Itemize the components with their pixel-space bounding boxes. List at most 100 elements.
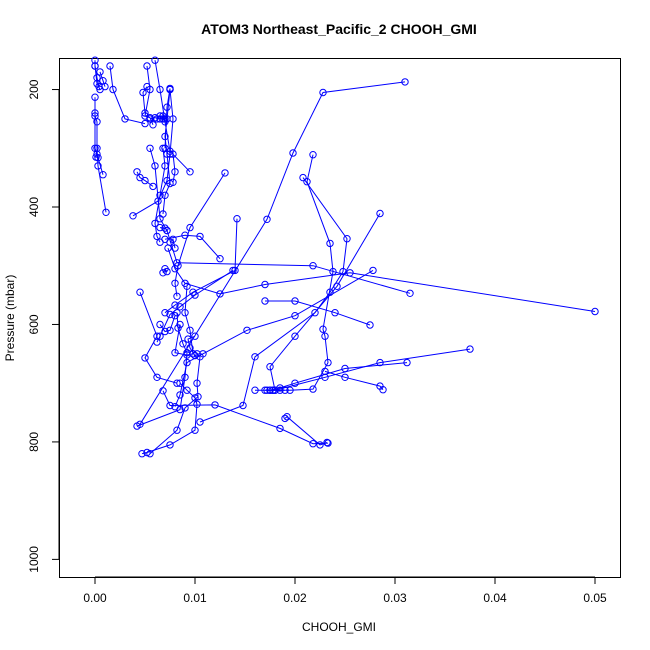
data-point xyxy=(183,358,191,367)
data-point xyxy=(251,353,259,361)
data-point xyxy=(179,340,187,348)
data-point xyxy=(193,400,201,408)
data-point xyxy=(91,109,99,117)
profile-line xyxy=(94,113,104,175)
data-point xyxy=(176,303,184,311)
profile-line xyxy=(265,300,371,326)
x-axis-label: CHOOH_GMI xyxy=(302,620,376,634)
data-point xyxy=(173,379,181,387)
data-point xyxy=(161,191,169,200)
series-layer xyxy=(91,56,599,458)
data-point xyxy=(251,386,259,394)
data-point xyxy=(136,173,144,182)
data-point xyxy=(266,363,274,371)
data-point xyxy=(401,78,409,86)
data-point xyxy=(156,85,164,94)
data-point xyxy=(171,279,179,287)
data-point xyxy=(91,144,99,153)
data-point xyxy=(102,208,110,217)
data-point xyxy=(189,350,197,358)
profile-series xyxy=(138,379,201,458)
y-tick-label: 200 xyxy=(27,79,41,99)
profile-line xyxy=(94,65,101,90)
data-point xyxy=(166,441,174,449)
data-point xyxy=(229,266,237,275)
profile-series xyxy=(159,387,332,448)
data-point xyxy=(96,68,104,76)
y-axis-label: Pressure (mbar) xyxy=(3,275,17,362)
profile-series xyxy=(139,82,151,117)
profile-line xyxy=(142,86,148,114)
data-point xyxy=(376,209,384,218)
data-point xyxy=(189,288,197,296)
data-point xyxy=(141,119,149,128)
data-point xyxy=(163,103,171,111)
data-point xyxy=(133,422,141,430)
data-point xyxy=(303,178,311,186)
data-point xyxy=(154,197,162,205)
profile-series xyxy=(251,209,384,394)
data-point xyxy=(156,223,164,232)
profile-series xyxy=(261,297,374,329)
data-point xyxy=(149,121,157,129)
data-point xyxy=(341,364,349,373)
profile-line xyxy=(141,382,198,455)
data-point xyxy=(171,301,179,309)
data-point xyxy=(169,178,177,187)
data-point xyxy=(319,88,327,97)
profile-line xyxy=(149,353,201,455)
data-point xyxy=(161,265,169,273)
profile-series xyxy=(156,312,179,336)
data-point xyxy=(181,373,189,381)
profile-line xyxy=(164,218,238,314)
data-point xyxy=(149,182,157,191)
x-tick-label: 0.04 xyxy=(483,591,507,605)
data-point xyxy=(159,269,167,277)
profile-line xyxy=(136,312,188,427)
data-point xyxy=(94,162,102,170)
profile-line xyxy=(164,88,171,149)
data-point xyxy=(146,115,154,123)
profile-line xyxy=(156,269,234,343)
data-point xyxy=(266,386,274,394)
data-point xyxy=(321,332,329,340)
data-point xyxy=(173,292,181,300)
profile-series xyxy=(129,85,177,220)
profile-line xyxy=(184,286,194,354)
data-point xyxy=(343,235,351,243)
data-point xyxy=(93,144,101,153)
data-point xyxy=(161,144,169,153)
profile-series xyxy=(156,223,171,235)
data-point xyxy=(276,424,284,433)
data-point xyxy=(151,219,159,228)
profile-series xyxy=(133,309,191,430)
profile-series xyxy=(166,235,179,252)
profile-line xyxy=(167,247,596,312)
x-tick-label: 0.03 xyxy=(383,591,407,605)
profile-series xyxy=(184,332,199,360)
data-point xyxy=(151,56,159,64)
data-point xyxy=(141,109,149,117)
profile-series xyxy=(146,350,204,458)
data-point xyxy=(191,426,199,434)
data-point xyxy=(171,244,179,252)
x-axis: 0.00 0.01 0.02 0.03 0.04 0.05 xyxy=(83,576,607,605)
data-point xyxy=(106,62,114,70)
profile-line xyxy=(324,370,384,391)
profile-series xyxy=(161,84,174,153)
data-point xyxy=(166,326,174,334)
data-point xyxy=(299,173,307,182)
data-point xyxy=(91,93,99,101)
x-tick-label: 0.00 xyxy=(83,591,107,605)
profile-line xyxy=(96,148,107,213)
data-point xyxy=(169,235,177,244)
data-point xyxy=(96,85,104,94)
profile-series xyxy=(136,288,181,387)
data-point xyxy=(276,384,284,392)
data-point xyxy=(289,149,297,157)
profile-series xyxy=(93,144,110,217)
data-point xyxy=(156,320,164,329)
data-point xyxy=(333,282,341,290)
profile-line xyxy=(139,292,178,384)
data-point xyxy=(309,385,317,393)
